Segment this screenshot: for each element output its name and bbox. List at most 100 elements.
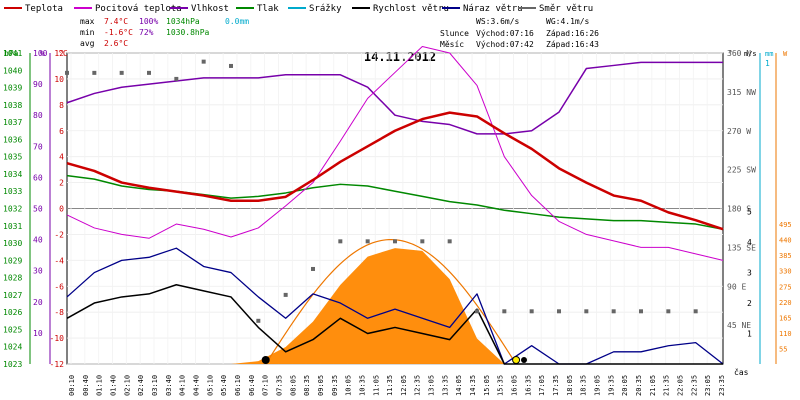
series-smer-point [338,239,343,244]
series-vlhkost-line [66,61,723,135]
info-slunce-vychod: Východ:07:16 [476,29,534,38]
series-smer-point [119,70,124,75]
tick-ms: 2 [747,299,752,308]
series-smer-point [147,70,151,75]
tick-time: 18:05 [566,375,574,396]
stats-avg-temp: 2.6°C [104,39,128,48]
tick-hpa: 1037 [3,118,22,127]
axis-label-dir: ° [728,49,733,58]
sunset-marker [512,356,521,364]
legend-label-naraz: Náraz větru [463,4,523,14]
tick-hpa: 1034 [3,170,22,179]
tick-pct: 40 [33,236,43,245]
tick-temp: -2 [54,230,64,239]
tick-wm2: 165 [779,314,792,322]
tick-time: 15:35 [497,375,505,396]
stats-label-max: max [80,17,95,26]
tick-dir: 90 E [727,282,746,291]
tick-time: 06:40 [248,375,256,396]
legend-label-rychlost: Rychlost větru [373,4,449,14]
tick-time: 23:35 [718,375,726,396]
series-smer-point [174,76,179,81]
tick-hpa: 1039 [3,84,22,93]
tick-time: 14:35 [469,375,477,396]
tick-time: 17:35 [552,375,560,396]
series-smer-point [311,266,315,271]
tick-ms: 1 [747,330,752,339]
stats-label-min: min [80,28,95,37]
tick-time: 02:40 [137,375,145,396]
series-smer-point [201,59,206,64]
moonset-marker [521,357,528,363]
info-block: WS:3.6m/s WG:4.1m/s Slunce Východ:07:16 … [440,17,599,49]
tick-temp: -12 [50,360,65,369]
tick-time: 06:10 [234,375,242,396]
tick-ms: 4 [747,238,752,247]
stats-block: max 7.4°C 100% 1034hPa 0.0mm min -1.6°C … [80,17,249,48]
series-smer-point [611,309,616,314]
tick-temp: 6 [59,127,64,136]
tick-time: 19:05 [594,375,602,396]
tick-wm2: 110 [779,330,792,338]
series-smer-point [475,309,479,314]
tick-time: 11:05 [372,375,380,396]
tick-time: 21:05 [649,375,657,396]
sunrise-marker [261,356,270,364]
tick-pct: 30 [33,267,43,276]
axis-label-wm2: W [783,50,788,58]
info-slunce-label: Slunce [440,29,469,38]
tick-temp: -10 [50,334,65,343]
info-mesic-zapad: Západ:16:43 [546,40,599,49]
axis-label-pct: % [40,49,45,58]
tick-temp: 8 [59,101,64,110]
tick-time: 20:35 [635,375,643,396]
tick-ms: 3 [747,269,752,278]
tick-time: 13:05 [428,375,436,396]
legend-label-teplota: Teplota [25,4,63,14]
tick-time: 16:35 [524,375,532,396]
legend-label-vlhkost: Vlhkost [191,4,229,14]
tick-hpa: 1030 [3,239,22,248]
series-smer-point [92,70,97,75]
stats-max-hum: 100% [139,17,158,26]
tick-dir: 225 SW [727,166,756,175]
series-teplota-line [66,111,724,231]
tick-pct: 90 [33,80,43,89]
stats-label-avg: avg [80,39,95,48]
tick-time: 16:05 [511,375,519,396]
stats-min-temp: -1.6°C [104,28,133,37]
tick-time: 03:40 [165,375,173,396]
tick-pct: 10 [33,329,43,338]
tick-pct: 80 [33,111,43,120]
info-ws: WS:3.6m/s [476,17,520,26]
tick-time: 22:35 [690,375,698,396]
tick-time: 08:05 [289,375,297,396]
series-smer-point [666,309,671,314]
info-slunce-zapad: Západ:16:26 [546,29,599,38]
tick-time: 19:35 [607,375,615,396]
tick-time: 07:35 [275,375,283,396]
tick-dir: 45 NE [727,321,751,330]
axis-label-temp: °C [58,49,68,58]
tick-hpa: 1041 [3,49,22,58]
tick-time: 22:05 [677,375,685,396]
tick-time: 17:05 [538,375,546,396]
tick-time: 21:35 [663,375,671,396]
tick-time: 01:10 [96,375,104,396]
tick-time: 15:05 [483,375,491,396]
series-smer-point [65,70,69,75]
tick-temp: -8 [54,308,64,317]
tick-pct: 50 [33,205,43,214]
tick-hpa: 1028 [3,274,22,283]
tick-time: 10:05 [345,375,353,396]
tick-temp: -4 [54,256,64,265]
tick-time: 01:40 [109,375,117,396]
tick-mm: 1 [765,59,770,68]
tick-time: 12:05 [400,375,408,396]
tick-time: 07:10 [262,375,270,396]
series-smer-point [639,309,643,314]
series-smer-point [502,309,507,314]
tick-pct: 100 [33,49,48,58]
tick-time: 11:35 [386,375,394,396]
tick-wm2: 55 [779,345,787,353]
